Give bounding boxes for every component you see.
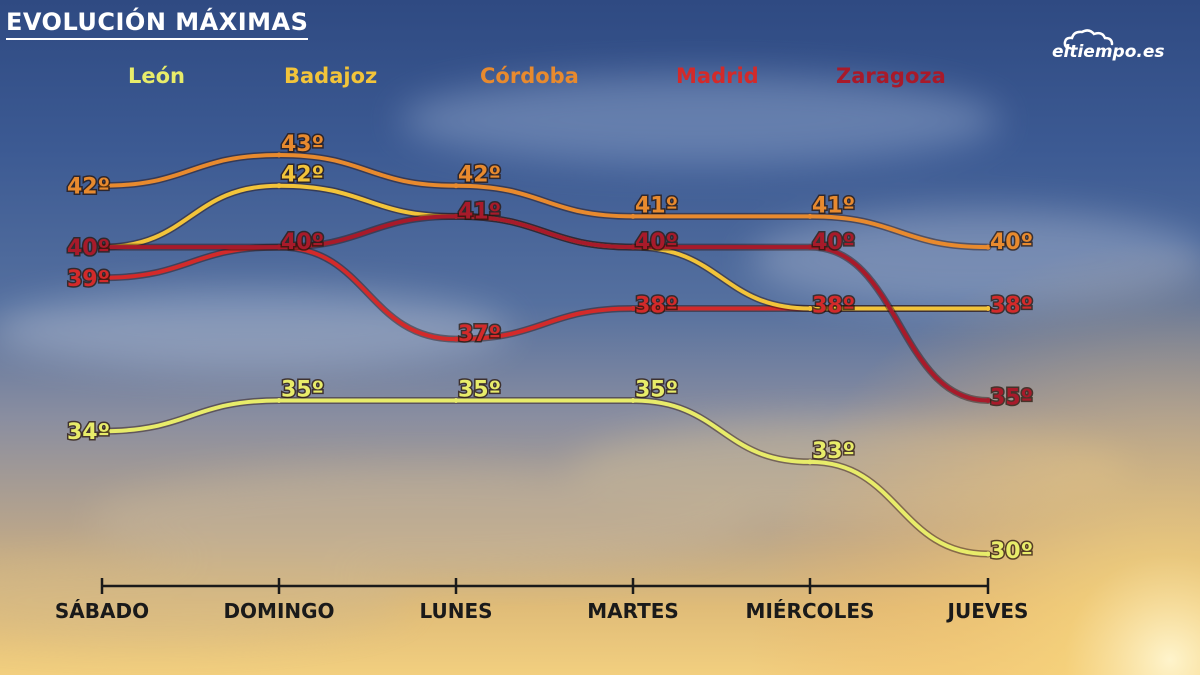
- brand-logo: eltiempo.es: [1048, 28, 1178, 68]
- brand-name: eltiempo.es: [1052, 42, 1165, 62]
- data-point-leon: [276, 398, 282, 404]
- data-label-leon: 34º: [67, 420, 110, 445]
- legend-badajoz: Badajoz: [284, 64, 378, 88]
- data-label-leon: 33º: [812, 439, 855, 464]
- series-line-leon: [100, 398, 990, 556]
- data-point-cordoba: [807, 213, 813, 219]
- legend-cordoba: Córdoba: [480, 64, 579, 88]
- data-point-zaragoza: [99, 244, 105, 250]
- data-label-leon: 35º: [281, 378, 324, 403]
- data-point-zaragoza: [630, 244, 636, 250]
- data-point-cordoba: [985, 244, 991, 250]
- data-point-badajoz: [276, 183, 282, 189]
- data-point-zaragoza: [807, 244, 813, 250]
- series-line-zaragoza: [100, 214, 990, 403]
- x-tick-label: MARTES: [587, 599, 679, 623]
- data-label-cordoba: 41º: [635, 193, 678, 218]
- legend-zaragoza: Zaragoza: [836, 64, 946, 88]
- data-label-zaragoza: 35º: [990, 386, 1033, 411]
- data-point-zaragoza: [985, 398, 991, 404]
- data-label-badajoz: 42º: [281, 163, 324, 188]
- data-point-badajoz: [985, 305, 991, 311]
- data-label-zaragoza: 41º: [458, 199, 501, 224]
- data-label-zaragoza: 40º: [635, 230, 678, 255]
- data-point-zaragoza: [453, 213, 459, 219]
- data-point-leon: [985, 551, 991, 557]
- data-label-zaragoza: 40º: [281, 230, 324, 255]
- data-point-cordoba: [453, 183, 459, 189]
- data-point-leon: [99, 428, 105, 434]
- series-shadow-leon: [98, 397, 992, 558]
- data-point-cordoba: [276, 152, 282, 158]
- data-point-cordoba: [630, 213, 636, 219]
- legend-leon: León: [128, 64, 186, 88]
- data-point-madrid: [630, 305, 636, 311]
- data-label-madrid: 38º: [990, 293, 1033, 318]
- data-point-madrid: [453, 336, 459, 342]
- data-label-cordoba: 40º: [990, 230, 1033, 255]
- data-label-cordoba: 41º: [812, 193, 855, 218]
- data-point-leon: [453, 398, 459, 404]
- data-label-madrid: 39º: [67, 267, 110, 292]
- data-label-cordoba: 42º: [458, 163, 501, 188]
- data-label-leon: 30º: [990, 539, 1033, 564]
- x-tick-label: JUEVES: [946, 599, 1029, 623]
- x-tick-label: LUNES: [419, 599, 492, 623]
- data-label-leon: 35º: [458, 378, 501, 403]
- data-point-cordoba: [99, 183, 105, 189]
- chart-title: EVOLUCIÓN MÁXIMAS: [6, 8, 309, 40]
- x-tick-label: MIÉRCOLES: [746, 599, 875, 623]
- data-label-zaragoza: 40º: [812, 230, 855, 255]
- legend-madrid: Madrid: [676, 64, 759, 88]
- data-point-badajoz: [807, 305, 813, 311]
- data-point-leon: [807, 459, 813, 465]
- data-label-cordoba: 42º: [67, 175, 110, 200]
- x-tick-label: DOMINGO: [223, 599, 334, 623]
- data-point-leon: [630, 398, 636, 404]
- data-label-madrid: 38º: [635, 293, 678, 318]
- data-label-cordoba: 43º: [281, 132, 324, 157]
- data-point-madrid: [99, 275, 105, 281]
- cloud-icon: [1063, 29, 1114, 50]
- data-label-madrid: 38º: [812, 293, 855, 318]
- data-label-leon: 35º: [635, 378, 678, 403]
- x-tick-label: SÁBADO: [55, 599, 149, 623]
- data-point-zaragoza: [276, 244, 282, 250]
- data-label-madrid: 37º: [458, 322, 501, 347]
- data-label-zaragoza: 40º: [67, 236, 110, 261]
- series-line-cordoba: [100, 152, 990, 250]
